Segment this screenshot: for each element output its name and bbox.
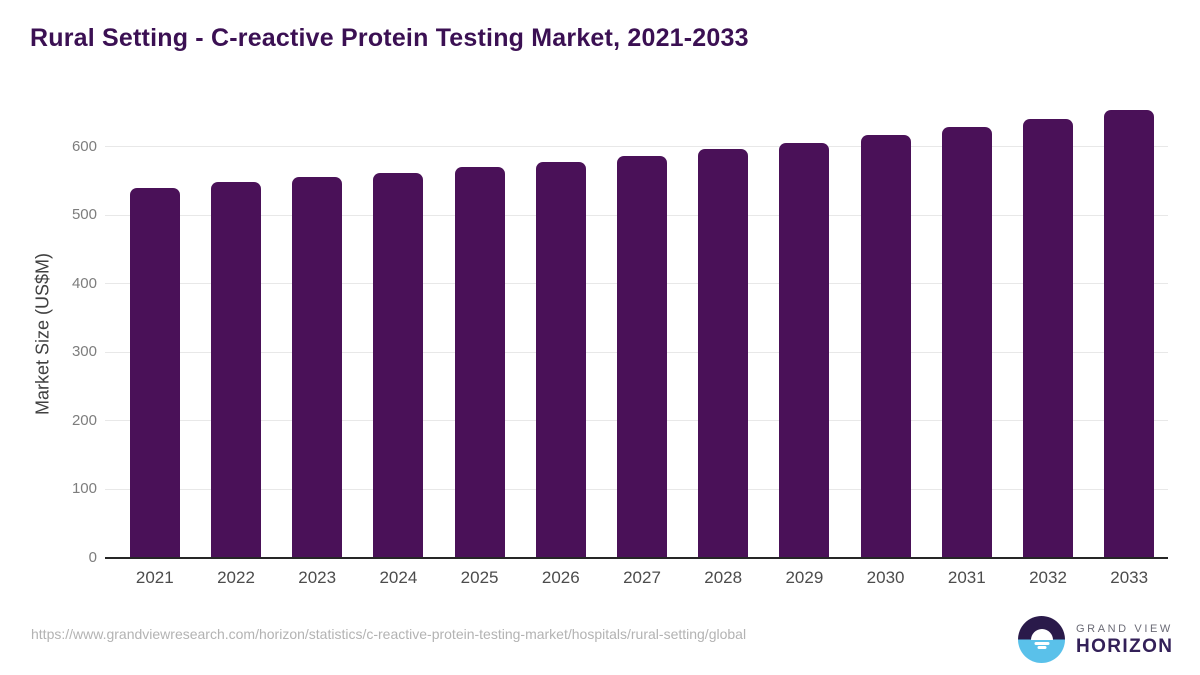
y-tick-label: 600 <box>71 137 97 155</box>
y-tick-label: 200 <box>71 411 97 429</box>
x-tick-label: 2029 <box>785 568 824 587</box>
x-tick-label: 2032 <box>1029 568 1067 587</box>
sun-shape <box>1030 628 1053 640</box>
horizon-stripe <box>1034 641 1049 645</box>
x-tick-label: 2031 <box>947 568 986 587</box>
bar-2033 <box>1104 110 1155 558</box>
y-tick-label: 400 <box>71 274 97 292</box>
logo-horizon-text: HORIZON <box>1076 635 1174 657</box>
x-tick-label: 2033 <box>1110 568 1149 587</box>
horizon-stripe <box>1037 646 1046 650</box>
x-tick-label: 2027 <box>623 568 661 587</box>
y-tick-label: 500 <box>71 206 97 224</box>
x-tick-label: 2030 <box>866 568 905 587</box>
bar-2032 <box>1023 118 1073 558</box>
bar-2023 <box>292 177 343 558</box>
bar-2030 <box>860 134 911 558</box>
x-tick-label: 2026 <box>541 568 580 587</box>
bar-2024 <box>373 172 424 558</box>
chart-title: Rural Setting - C-reactive Protein Testi… <box>30 24 749 52</box>
bar-2021 <box>129 188 180 558</box>
gridline-600 <box>105 146 1168 148</box>
y-tick-label: 100 <box>71 480 97 498</box>
bar-2029 <box>779 142 830 558</box>
y-tick-label: 0 <box>88 549 97 566</box>
x-tick-label: 2023 <box>298 568 337 587</box>
bar-2022 <box>211 182 261 558</box>
source-url: https://www.grandviewresearch.com/horizo… <box>31 626 747 642</box>
logo-grand-view-text: GRAND VIEW <box>1076 622 1173 635</box>
x-tick-label: 2022 <box>217 568 255 587</box>
x-tick-label: 2021 <box>135 568 174 587</box>
x-tick-label: 2025 <box>460 568 499 587</box>
x-axis-line <box>105 557 1168 559</box>
logo-text: GRAND VIEW HORIZON <box>1076 622 1173 658</box>
bar-2028 <box>698 149 749 558</box>
bar-2031 <box>941 127 992 558</box>
x-tick-label: 2028 <box>704 568 743 587</box>
grand-view-horizon-logo: GRAND VIEW HORIZON <box>1018 616 1173 663</box>
bar-2026 <box>535 161 586 558</box>
bar-2025 <box>454 167 505 558</box>
x-tick-label: 2024 <box>379 568 418 587</box>
y-tick-label: 300 <box>71 343 97 361</box>
horizon-sun-icon <box>1018 616 1065 663</box>
bar-2027 <box>617 155 667 558</box>
